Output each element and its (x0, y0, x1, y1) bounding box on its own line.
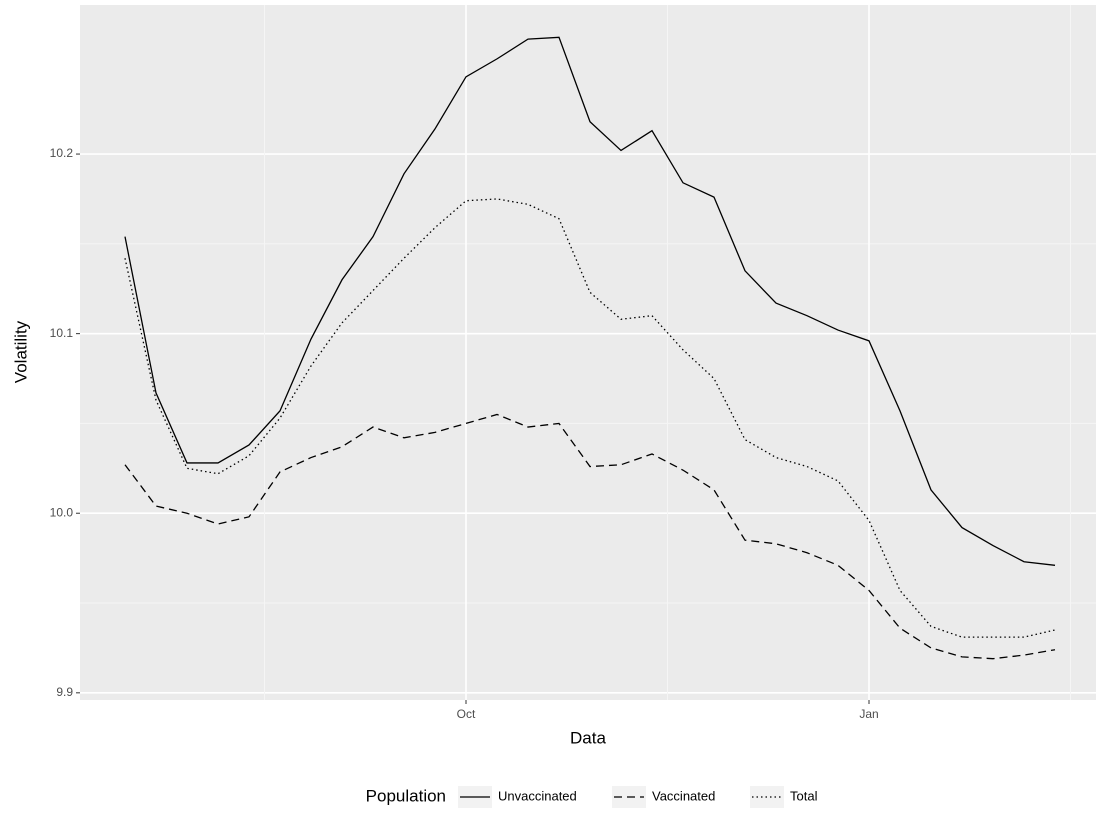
legend-title: Population (366, 786, 446, 805)
x-tick-label: Jan (859, 707, 878, 721)
legend-label: Unvaccinated (498, 788, 577, 803)
plot-panel (80, 5, 1096, 700)
y-axis-title: Volatility (11, 320, 30, 383)
y-tick-label: 9.9 (56, 685, 73, 699)
y-tick-label: 10.0 (50, 505, 74, 519)
legend-label: Total (790, 788, 818, 803)
legend-label: Vaccinated (652, 788, 715, 803)
x-axis-title: Data (570, 728, 606, 747)
series-line (124, 36, 1056, 566)
y-tick-label: 10.2 (50, 146, 74, 160)
x-tick-label: Oct (457, 707, 476, 721)
y-tick-label: 10.1 (50, 326, 74, 340)
series-line (124, 413, 1056, 660)
